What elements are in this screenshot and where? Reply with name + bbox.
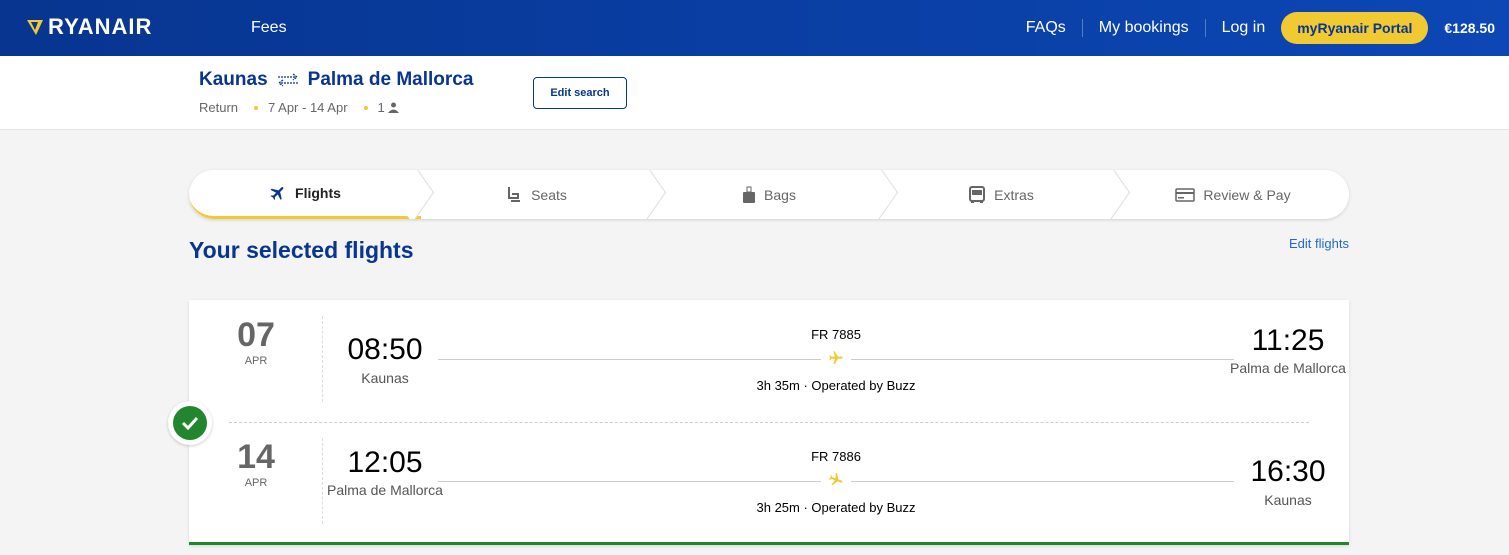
trip-meta: Return 7 Apr - 14 Apr 1 [199,100,399,115]
bullet [363,105,368,110]
duration-operator: 3h 25m · Operated by Buzz [756,500,916,515]
departure-city: Palma de Mallorca [327,482,443,498]
ryanair-logo[interactable]: RYANAIR [26,14,152,40]
arrival-time: 16:30 [1250,455,1326,488]
basket-price[interactable]: €128.50 [1444,20,1495,36]
myryanair-portal-button[interactable]: myRyanair Portal [1281,12,1429,44]
selected-flights-card: 07 APR 08:50 Kaunas FR 7885 3h 35m · Oper… [189,300,1349,545]
plane-icon [821,472,851,493]
passenger-count: 1 [377,100,385,115]
trip-dates: 7 Apr - 14 Apr [268,100,348,115]
selected-check-icon [168,401,212,445]
person-icon [387,102,399,113]
divider [1081,19,1083,37]
harp-icon [27,20,43,35]
return-arrows-icon [277,73,298,87]
fees-link[interactable]: Fees [251,19,287,36]
faqs-link[interactable]: FAQs [1025,19,1066,36]
bus-icon [969,185,986,203]
flight-number: FR 7886 [811,449,861,464]
flight-date: 07 APR [217,316,295,367]
step-label: Seats [531,186,567,203]
divider [322,316,323,402]
step-bags[interactable]: Bags [653,170,885,219]
destination: Palma de Mallorca [307,69,474,90]
flight-row-outbound[interactable]: 07 APR 08:50 Kaunas FR 7885 3h 35m · Oper… [189,300,1349,402]
plane-icon [821,350,851,371]
log-in-link[interactable]: Log in [1221,19,1266,36]
arrival-city: Palma de Mallorca [1230,360,1346,376]
page-title: Your selected flights [189,237,414,263]
step-extras[interactable]: Extras [885,170,1117,219]
brand-name: RYANAIR [48,14,153,39]
plane-icon [270,187,284,200]
search-summary: Kaunas Palma de Mallorca Return 7 Apr - … [0,56,1509,130]
month: APR [244,355,268,367]
origin: Kaunas [199,69,268,90]
bag-icon [743,186,756,203]
seat-icon [508,186,521,202]
month: APR [244,477,268,489]
departure-time: 08:50 [347,333,423,366]
route: Kaunas Palma de Mallorca [199,69,473,91]
departure-city: Kaunas [361,370,409,386]
bullet [254,105,259,110]
my-bookings-link[interactable]: My bookings [1098,19,1189,36]
step-label: Review & Pay [1203,186,1291,203]
step-label: Extras [994,186,1034,203]
top-nav: FAQs My bookings Log in myRyanair Portal… [1026,12,1495,44]
step-review-pay[interactable]: Review & Pay [1117,170,1349,219]
duration-operator: 3h 35m · Operated by Buzz [756,378,916,393]
departure-time: 12:05 [347,446,423,479]
trip-type: Return [199,100,239,115]
booking-steps: Flights Seats Bags Extras Review & Pay [189,170,1349,219]
divider [229,422,1309,423]
divider [1204,19,1206,37]
card-icon [1175,187,1196,202]
day: 14 [237,438,275,476]
arrival-city: Kaunas [1264,492,1312,508]
flight-number: FR 7885 [811,327,861,342]
arrival-time: 11:25 [1251,324,1325,357]
step-seats[interactable]: Seats [421,170,653,219]
step-flights[interactable]: Flights [189,170,421,219]
edit-flights-link[interactable]: Edit flights [1289,236,1349,251]
flight-date: 14 APR [217,438,295,489]
flight-row-return[interactable]: 14 APR 12:05 Palma de Mallorca FR 7886 3h… [189,422,1349,524]
top-header: RYANAIR Fees FAQs My bookings Log in myR… [0,0,1509,56]
step-label: Bags [764,186,796,203]
edit-search-button[interactable]: Edit search [533,77,627,109]
step-label: Flights [295,185,341,201]
day: 07 [237,316,275,354]
divider [322,438,323,524]
